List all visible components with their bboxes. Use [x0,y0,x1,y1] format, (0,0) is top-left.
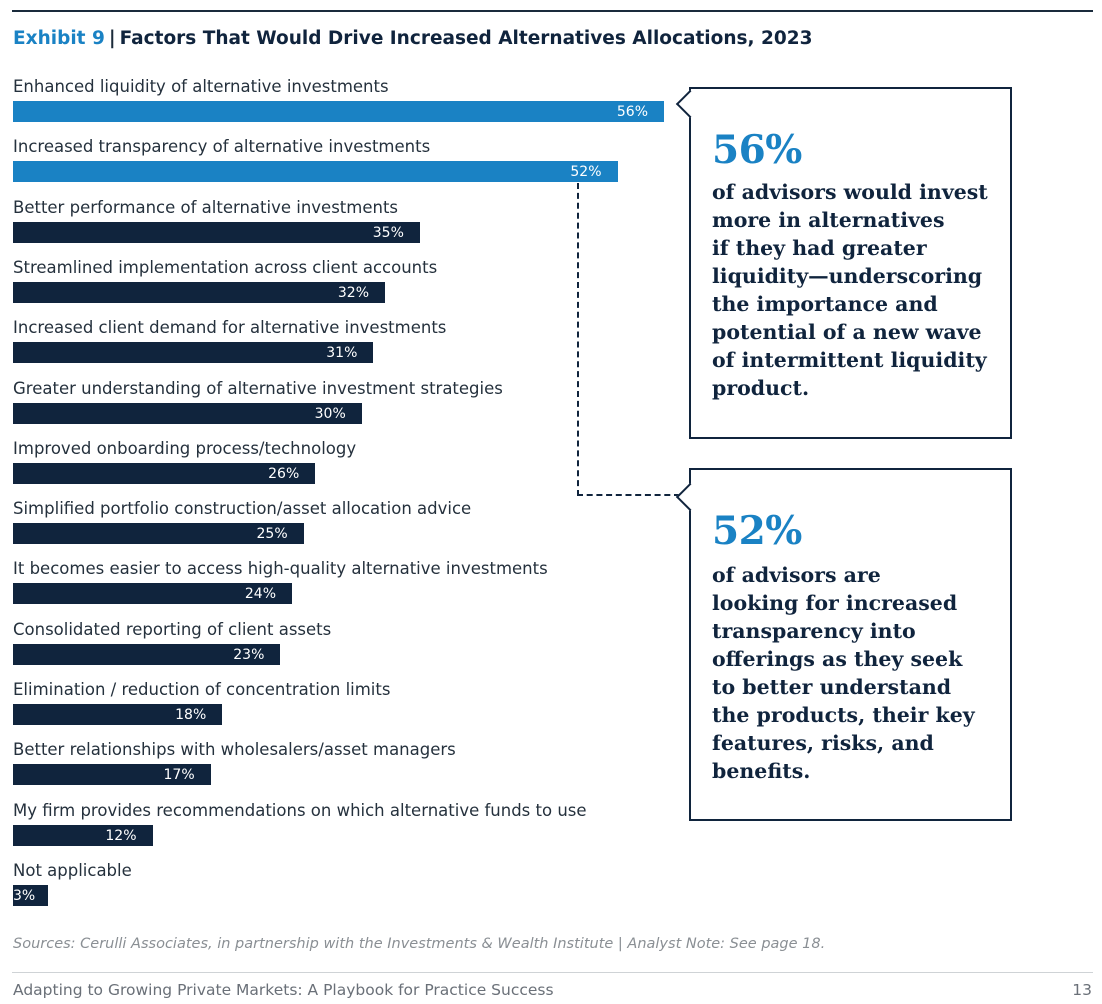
category-label: Greater understanding of alternative inv… [13,378,503,398]
bar [13,523,304,545]
bar-value-label: 24% [244,586,276,603]
bar-value-label: 30% [314,405,346,422]
bar-value-label: 31% [326,345,358,362]
category-label: Enhanced liquidity of alternative invest… [13,77,389,96]
title-separator: | [108,28,116,49]
bar [13,221,420,243]
page-number: 13 [1072,981,1092,999]
footer-rule [12,972,1093,973]
bar [13,583,292,605]
category-label: Simplified portfolio construction/asset … [13,499,472,519]
exhibit-title: Exhibit 9 | Factors That Would Drive Incre… [13,28,813,49]
bar-value-label: 3% [13,887,36,904]
bar-value-label: 56% [616,104,648,120]
bar-value-label: 12% [105,827,137,844]
category-label: Improved onboarding process/technology [13,438,357,458]
category-label: Elimination / reduction of concentration… [13,680,391,699]
category-label: Better relationships with wholesalers/as… [13,740,456,760]
bar-value-label: 23% [233,646,265,663]
bar [13,884,48,906]
category-label: Better performance of alternative invest… [13,197,399,217]
callout-text: of advisors are looking for increased tr… [712,563,975,783]
bar-value-label: 52% [570,164,602,181]
bar [13,101,664,122]
bar-chart: Enhanced liquidity of alternative invest… [13,77,664,906]
bar [13,462,316,484]
bar-value-label: 35% [372,224,404,241]
top-rule [12,10,1093,12]
bar [13,824,153,846]
bar-value-label: 17% [163,767,195,784]
connector-dashed-horizontal [577,494,680,496]
bar [13,643,281,665]
category-label: Consolidated reporting of client assets [13,619,332,639]
footer-title: Adapting to Growing Private Markets: A P… [13,981,554,999]
category-label: Increased transparency of alternative in… [13,137,431,157]
sources-note: Sources: Cerulli Associates, in partners… [13,936,826,952]
bar [13,704,223,725]
connector-dashed-vertical [577,183,579,496]
bar [13,281,385,303]
category-label: Increased client demand for alternative … [13,318,447,338]
callout-pointer [675,482,705,512]
bar [13,402,362,424]
bar-value-label: 25% [256,526,288,543]
bar [13,161,618,183]
category-label: Streamlined implementation across client… [13,257,438,277]
callout-transparency: 52% of advisors are looking for increase… [675,468,1012,821]
callout-liquidity: 56% of advisors would invest more in alt… [675,87,1012,439]
exhibit-number: Exhibit 9 [13,28,105,49]
callout-pointer [675,89,705,119]
bar-value-label: 32% [337,284,369,301]
bar [13,764,211,786]
bar [13,342,374,364]
category-label: It becomes easier to access high-quality… [13,559,548,579]
callout-stat: 56% [712,127,802,173]
bar-value-label: 18% [175,707,207,723]
chart-title: Factors That Would Drive Increased Alter… [119,28,813,49]
category-label: Not applicable [13,860,132,880]
callout-stat: 52% [712,508,802,554]
category-label: My firm provides recommendations on whic… [13,800,587,820]
bar-value-label: 26% [268,465,300,482]
callout-text: of advisors would invest more in alterna… [712,180,988,400]
